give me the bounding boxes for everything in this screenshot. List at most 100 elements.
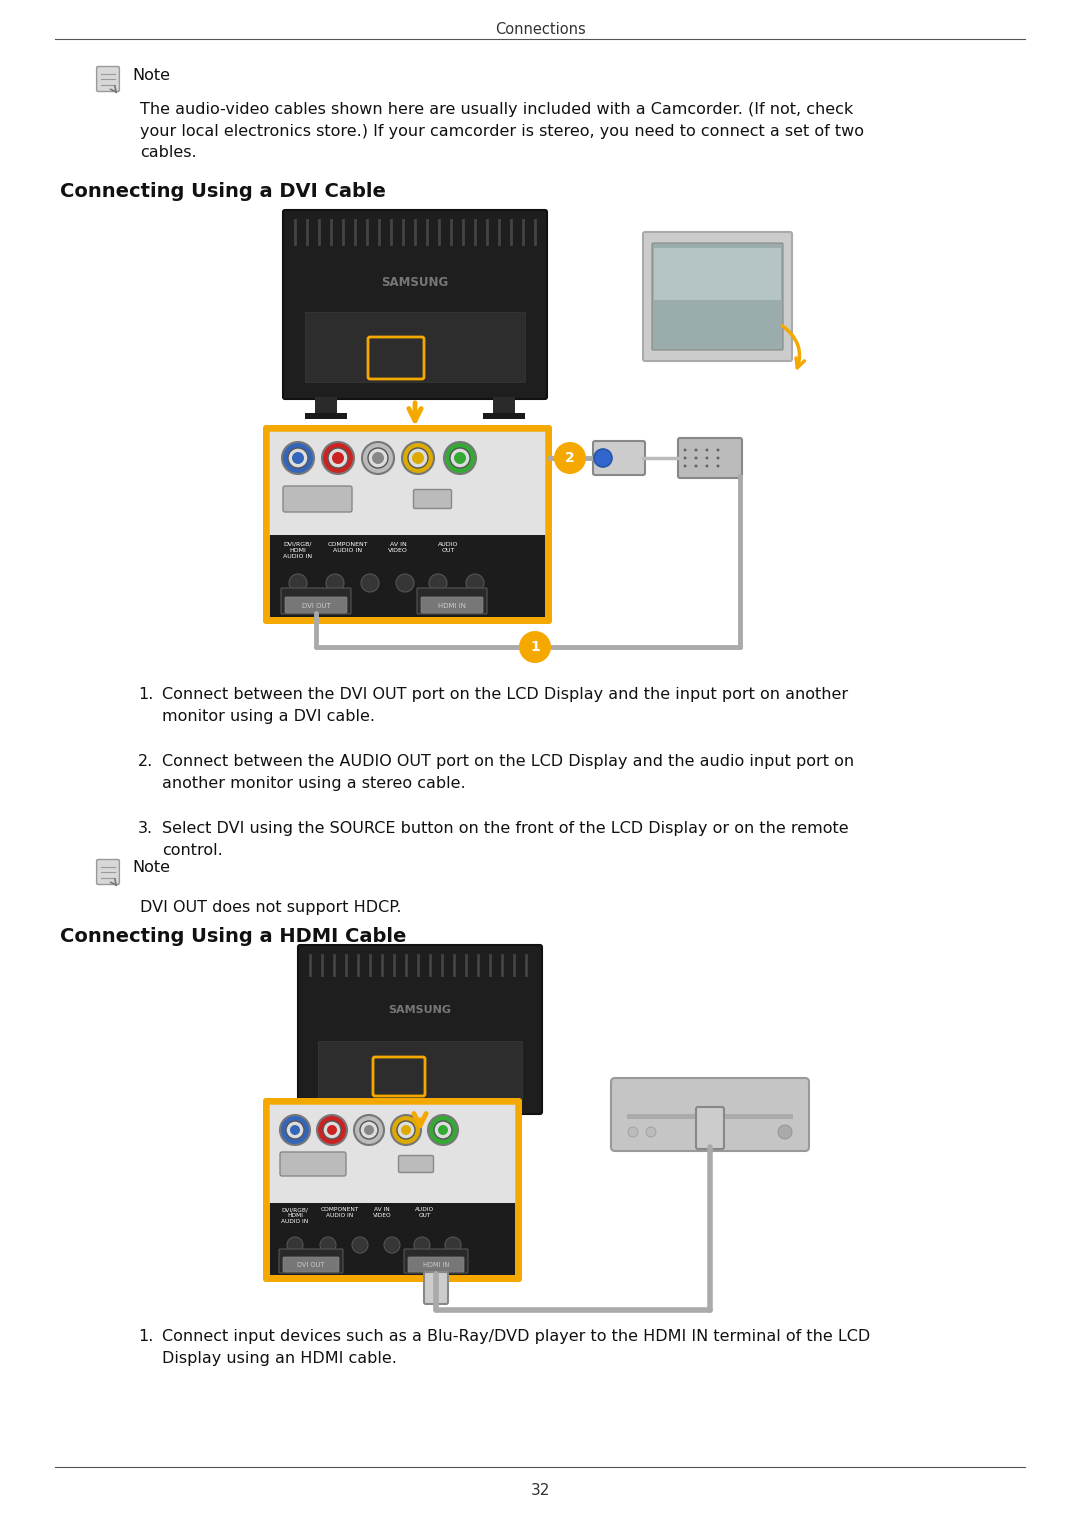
Text: AUDIO
OUT: AUDIO OUT — [416, 1206, 434, 1219]
Circle shape — [328, 447, 348, 467]
Bar — [627, 1115, 793, 1119]
FancyBboxPatch shape — [270, 1104, 515, 1203]
Circle shape — [391, 1115, 421, 1145]
FancyBboxPatch shape — [408, 1257, 464, 1272]
Text: 1.: 1. — [138, 1328, 153, 1344]
FancyBboxPatch shape — [285, 597, 347, 612]
Circle shape — [354, 1115, 384, 1145]
Bar — [270, 1203, 515, 1275]
Text: COMPONENT
AUDIO IN: COMPONENT AUDIO IN — [327, 542, 368, 553]
Circle shape — [454, 452, 465, 464]
Circle shape — [320, 1237, 336, 1254]
Circle shape — [694, 464, 698, 467]
Text: 2.: 2. — [138, 754, 153, 770]
Circle shape — [291, 1125, 300, 1135]
Circle shape — [288, 447, 308, 467]
Text: 3.: 3. — [138, 822, 153, 835]
FancyBboxPatch shape — [279, 1249, 343, 1274]
Text: AUDIO
OUT: AUDIO OUT — [437, 542, 458, 553]
Text: DVI/RGB/
HDMI
AUDIO IN: DVI/RGB/ HDMI AUDIO IN — [282, 1206, 309, 1223]
Circle shape — [397, 1121, 415, 1139]
Circle shape — [716, 457, 719, 460]
Bar — [270, 534, 545, 617]
Circle shape — [411, 452, 424, 464]
Circle shape — [705, 449, 708, 452]
Circle shape — [323, 1121, 341, 1139]
FancyBboxPatch shape — [678, 438, 742, 478]
Text: HDMI IN: HDMI IN — [423, 1261, 449, 1267]
Circle shape — [465, 574, 484, 592]
FancyBboxPatch shape — [283, 1257, 339, 1272]
Text: DVI/RGB/
HDMI
AUDIO IN: DVI/RGB/ HDMI AUDIO IN — [283, 542, 312, 559]
FancyBboxPatch shape — [298, 945, 542, 1115]
FancyBboxPatch shape — [404, 1249, 468, 1274]
Circle shape — [287, 1237, 303, 1254]
Text: The audio-video cables shown here are usually included with a Camcorder. (If not: The audio-video cables shown here are us… — [140, 102, 864, 160]
Circle shape — [554, 441, 586, 473]
FancyBboxPatch shape — [417, 588, 487, 614]
Circle shape — [450, 447, 470, 467]
Text: 1: 1 — [530, 640, 540, 654]
Text: DVI OUT: DVI OUT — [301, 603, 330, 609]
Text: Connecting Using a DVI Cable: Connecting Using a DVI Cable — [60, 182, 386, 202]
Bar — [483, 412, 525, 418]
Circle shape — [289, 574, 307, 592]
FancyBboxPatch shape — [696, 1107, 724, 1148]
Circle shape — [414, 1237, 430, 1254]
Circle shape — [445, 1237, 461, 1254]
Text: DVI OUT does not support HDCP.: DVI OUT does not support HDCP. — [140, 899, 402, 915]
Text: AV IN
VIDEO: AV IN VIDEO — [373, 1206, 391, 1219]
Circle shape — [684, 457, 687, 460]
Text: 32: 32 — [530, 1483, 550, 1498]
Circle shape — [684, 449, 687, 452]
FancyBboxPatch shape — [96, 67, 120, 92]
Text: Note: Note — [132, 861, 170, 875]
FancyArrowPatch shape — [782, 325, 805, 368]
Circle shape — [352, 1237, 368, 1254]
Circle shape — [326, 574, 345, 592]
Circle shape — [694, 449, 698, 452]
Circle shape — [384, 1237, 400, 1254]
Bar — [305, 312, 525, 382]
Text: Connect between the AUDIO OUT port on the LCD Display and the audio input port o: Connect between the AUDIO OUT port on th… — [162, 754, 854, 791]
FancyBboxPatch shape — [654, 247, 781, 299]
Circle shape — [428, 1115, 458, 1145]
FancyBboxPatch shape — [280, 1151, 346, 1176]
Circle shape — [684, 464, 687, 467]
Text: 2: 2 — [565, 450, 575, 466]
FancyBboxPatch shape — [421, 597, 483, 612]
Circle shape — [429, 574, 447, 592]
Bar — [492, 397, 515, 415]
Circle shape — [705, 457, 708, 460]
Circle shape — [705, 464, 708, 467]
Text: Connecting Using a HDMI Cable: Connecting Using a HDMI Cable — [60, 927, 406, 947]
Circle shape — [402, 441, 434, 473]
Circle shape — [438, 1125, 448, 1135]
Bar — [484, 1127, 522, 1132]
Circle shape — [372, 452, 384, 464]
Circle shape — [327, 1125, 337, 1135]
Bar — [318, 1040, 522, 1099]
Bar — [328, 1112, 348, 1128]
Text: DVI OUT: DVI OUT — [297, 1261, 325, 1267]
FancyBboxPatch shape — [414, 490, 451, 508]
Bar — [315, 397, 337, 415]
FancyBboxPatch shape — [652, 243, 783, 350]
Text: SAMSUNG: SAMSUNG — [381, 276, 448, 289]
Circle shape — [361, 574, 379, 592]
FancyBboxPatch shape — [424, 1272, 448, 1304]
FancyBboxPatch shape — [264, 425, 552, 625]
Bar — [305, 412, 347, 418]
Circle shape — [282, 441, 314, 473]
Circle shape — [434, 1121, 453, 1139]
Circle shape — [396, 574, 414, 592]
FancyBboxPatch shape — [281, 588, 351, 614]
FancyBboxPatch shape — [283, 211, 546, 399]
FancyBboxPatch shape — [399, 1156, 433, 1173]
FancyBboxPatch shape — [611, 1078, 809, 1151]
Circle shape — [286, 1121, 303, 1139]
Text: Select DVI using the SOURCE button on the front of the LCD Display or on the rem: Select DVI using the SOURCE button on th… — [162, 822, 849, 858]
Circle shape — [362, 441, 394, 473]
Text: Connections: Connections — [495, 21, 585, 37]
FancyBboxPatch shape — [96, 860, 120, 884]
